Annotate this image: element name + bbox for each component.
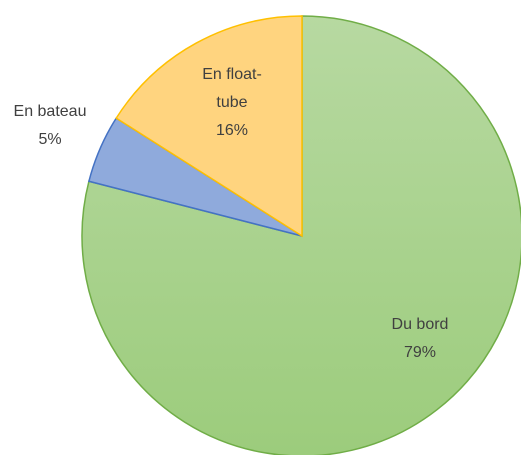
pie-slice bbox=[115, 15, 303, 238]
value-label: 5% bbox=[38, 131, 61, 148]
slice-label: En float-tube bbox=[202, 66, 262, 111]
label-line: En float- bbox=[202, 66, 262, 83]
label-line: Du bord bbox=[392, 316, 449, 333]
value-label: 16% bbox=[216, 122, 248, 139]
label-line: tube bbox=[216, 94, 247, 111]
slice-label: En bateau bbox=[14, 103, 87, 120]
slice-label: Du bord bbox=[392, 316, 449, 333]
pie-slice bbox=[81, 15, 521, 455]
value-label: 79% bbox=[404, 344, 436, 361]
label-line: En bateau bbox=[14, 103, 87, 120]
